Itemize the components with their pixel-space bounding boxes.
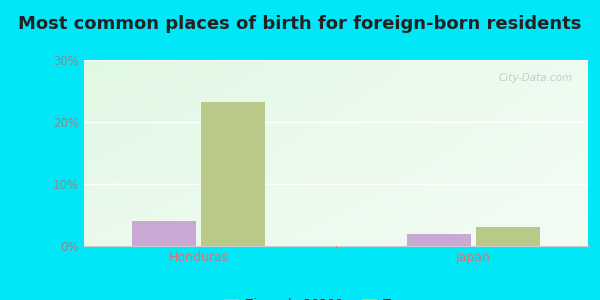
Bar — [407, 234, 471, 246]
Text: City-Data.com: City-Data.com — [499, 73, 573, 83]
Text: Most common places of birth for foreign-born residents: Most common places of birth for foreign-… — [19, 15, 581, 33]
Bar — [201, 101, 265, 246]
Legend: Zip code 38388, Tennessee: Zip code 38388, Tennessee — [218, 293, 454, 300]
Bar — [132, 221, 196, 246]
Bar — [476, 227, 540, 246]
